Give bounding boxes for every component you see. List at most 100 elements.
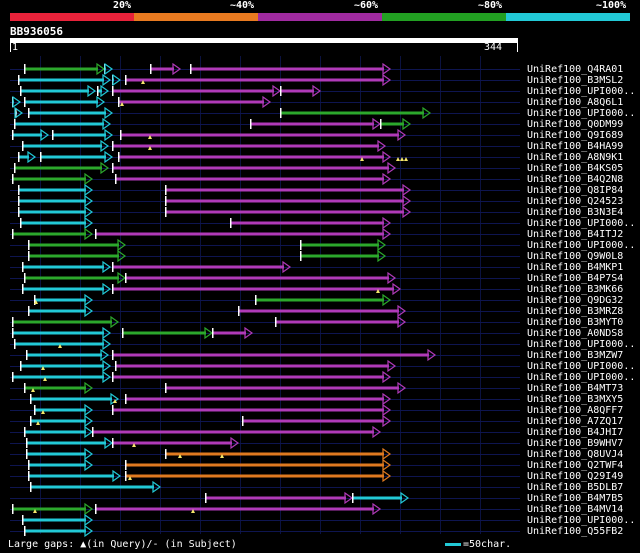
alignment-segment[interactable] — [122, 331, 206, 335]
alignment-segment[interactable] — [95, 232, 384, 236]
hit-label[interactable]: UniRef100_B3MXY5 — [527, 394, 624, 405]
hit-label[interactable]: UniRef100_Q4RA01 — [527, 64, 624, 75]
alignment-segment[interactable] — [300, 254, 379, 258]
hit-label[interactable]: UniRef100_B4MKP1 — [527, 262, 624, 273]
alignment-segment[interactable] — [125, 78, 384, 82]
hit-label[interactable]: UniRef100_A0NDS8 — [527, 328, 624, 339]
hit-label[interactable]: UniRef100_B4JHI7 — [527, 427, 624, 438]
alignment-segment[interactable] — [14, 342, 104, 346]
alignment-segment[interactable] — [20, 89, 89, 93]
alignment-segment[interactable] — [205, 496, 346, 500]
alignment-segment[interactable] — [14, 166, 102, 170]
alignment-segment[interactable] — [112, 166, 389, 170]
hit-label[interactable]: UniRef100_B4ITJ2 — [527, 229, 624, 240]
alignment-segment[interactable] — [280, 89, 314, 93]
alignment-segment[interactable] — [26, 353, 102, 357]
alignment-segment[interactable] — [20, 221, 86, 225]
alignment-segment[interactable] — [300, 243, 379, 247]
alignment-segment[interactable] — [115, 364, 389, 368]
hit-label[interactable]: UniRef100_B4MT73 — [527, 383, 624, 394]
alignment-segment[interactable] — [24, 276, 119, 280]
hit-label[interactable]: UniRef100_B5DLB7 — [527, 482, 624, 493]
hit-label[interactable]: UniRef100_Q9I689 — [527, 130, 624, 141]
alignment-segment[interactable] — [238, 309, 399, 313]
alignment-segment[interactable] — [28, 309, 86, 313]
hit-label[interactable]: UniRef100_B3MYT0 — [527, 317, 624, 328]
alignment-segment[interactable] — [112, 375, 384, 379]
alignment-segment[interactable] — [30, 397, 112, 401]
hit-label[interactable]: UniRef100_UPI000.. — [527, 372, 636, 383]
alignment-segment[interactable] — [150, 67, 174, 71]
hit-label[interactable]: UniRef100_UPI000.. — [527, 339, 636, 350]
hit-label[interactable]: UniRef100_UPI000.. — [527, 515, 636, 526]
alignment-segment[interactable] — [30, 419, 86, 423]
alignment-segment[interactable] — [212, 331, 246, 335]
alignment-segment[interactable] — [112, 89, 274, 93]
hit-label[interactable]: UniRef100_UPI000.. — [527, 108, 636, 119]
alignment-segment[interactable] — [112, 408, 384, 412]
hit-label[interactable]: UniRef100_B3MK66 — [527, 284, 624, 295]
alignment-segment[interactable] — [125, 474, 384, 478]
hit-label[interactable]: UniRef100_B3MZW7 — [527, 350, 624, 361]
alignment-segment[interactable] — [112, 441, 232, 445]
alignment-segment[interactable] — [92, 430, 374, 434]
hit-label[interactable]: UniRef100_Q8UVJ4 — [527, 449, 624, 460]
alignment-segment[interactable] — [255, 298, 384, 302]
hit-label[interactable]: UniRef100_A8Q6L1 — [527, 97, 624, 108]
alignment-segment[interactable] — [280, 111, 424, 115]
hit-label[interactable]: UniRef100_Q24523 — [527, 196, 624, 207]
hit-label[interactable]: UniRef100_B4KS05 — [527, 163, 624, 174]
hit-label[interactable]: UniRef100_UPI000.. — [527, 218, 636, 229]
alignment-segment[interactable] — [18, 199, 86, 203]
alignment-segment[interactable] — [250, 122, 374, 126]
alignment-segment[interactable] — [12, 232, 86, 236]
hit-label[interactable]: UniRef100_B4MV14 — [527, 504, 624, 515]
alignment-segment[interactable] — [18, 210, 86, 214]
alignment-segment[interactable] — [125, 276, 389, 280]
hit-label[interactable]: UniRef100_B4Q2N8 — [527, 174, 624, 185]
hit-label[interactable]: UniRef100_A8QFF7 — [527, 405, 624, 416]
hit-label[interactable]: UniRef100_B3MSL2 — [527, 75, 624, 86]
hit-label[interactable]: UniRef100_Q8IP84 — [527, 185, 624, 196]
hit-label[interactable]: UniRef100_B4P7S4 — [527, 273, 624, 284]
alignment-segment[interactable] — [22, 265, 104, 269]
hit-label[interactable]: UniRef100_Q9W0L8 — [527, 251, 624, 262]
alignment-segment[interactable] — [18, 78, 104, 82]
hit-label[interactable]: UniRef100_Q29I49 — [527, 471, 624, 482]
alignment-segment[interactable] — [242, 419, 384, 423]
alignment-segment[interactable] — [112, 287, 394, 291]
alignment-segment[interactable] — [125, 397, 384, 401]
alignment-segment[interactable] — [28, 463, 86, 467]
hit-label[interactable]: UniRef100_A7ZQ17 — [527, 416, 624, 427]
alignment-segment[interactable] — [24, 100, 98, 104]
alignment-segment[interactable] — [165, 452, 384, 456]
hit-label[interactable]: UniRef100_Q9DG32 — [527, 295, 624, 306]
alignment-segment[interactable] — [40, 155, 106, 159]
alignment-segment[interactable] — [97, 89, 102, 93]
hit-label[interactable]: UniRef100_Q2TWF4 — [527, 460, 624, 471]
hit-label[interactable]: UniRef100_B3MRZ8 — [527, 306, 624, 317]
alignment-segment[interactable] — [34, 298, 86, 302]
hit-label[interactable]: UniRef100_UPI000.. — [527, 240, 636, 251]
hit-label[interactable]: UniRef100_Q0DM99 — [527, 119, 624, 130]
alignment-segment[interactable] — [380, 122, 404, 126]
alignment-segment[interactable] — [120, 133, 399, 137]
alignment-segment[interactable] — [20, 364, 104, 368]
alignment-segment[interactable] — [14, 122, 104, 126]
alignment-segment[interactable] — [165, 199, 404, 203]
alignment-segment[interactable] — [22, 144, 102, 148]
alignment-segment[interactable] — [12, 331, 104, 335]
alignment-segment[interactable] — [12, 320, 112, 324]
hit-label[interactable]: UniRef100_B4M7B5 — [527, 493, 624, 504]
alignment-segment[interactable] — [28, 111, 106, 115]
alignment-segment[interactable] — [24, 430, 86, 434]
alignment-segment[interactable] — [18, 188, 86, 192]
hit-label[interactable]: UniRef100_B9WHV7 — [527, 438, 624, 449]
alignment-segment[interactable] — [22, 518, 86, 522]
alignment-segment[interactable] — [95, 507, 374, 511]
alignment-segment[interactable] — [112, 265, 284, 269]
alignment-segment[interactable] — [18, 155, 29, 159]
alignment-segment[interactable] — [352, 496, 402, 500]
hit-label[interactable]: UniRef100_B4HA99 — [527, 141, 624, 152]
alignment-segment[interactable] — [230, 221, 384, 225]
